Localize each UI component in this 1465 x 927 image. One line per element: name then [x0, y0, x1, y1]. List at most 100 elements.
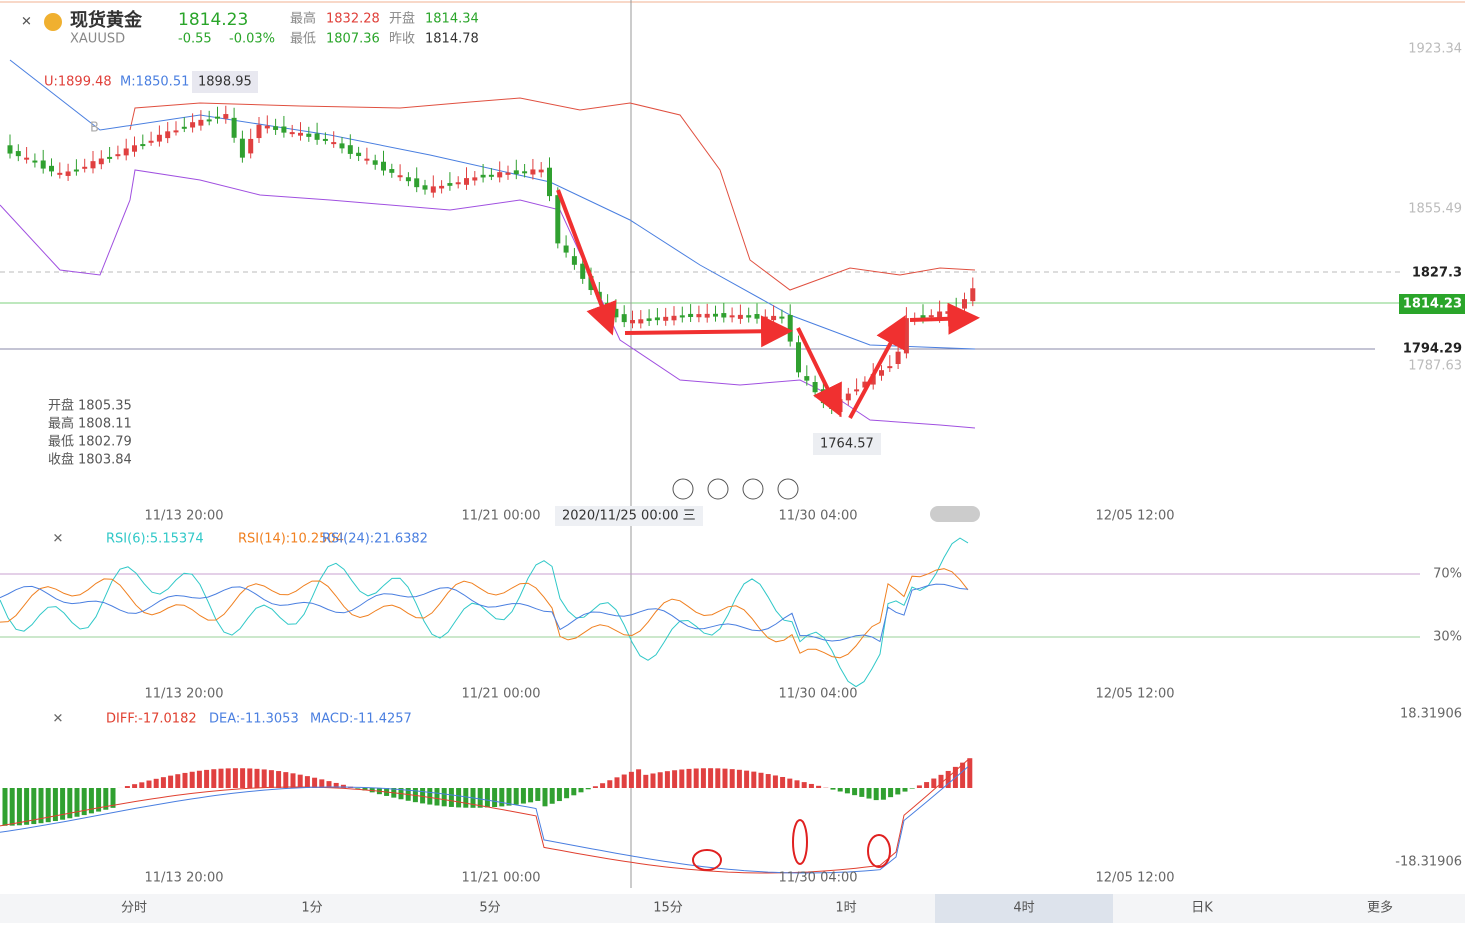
candle [696, 314, 701, 317]
candle [962, 299, 967, 308]
candle [16, 151, 21, 156]
candle [530, 169, 535, 174]
macd-panel [0, 758, 972, 873]
candle [215, 117, 220, 119]
candle [945, 311, 950, 314]
candle [788, 315, 793, 342]
zoom-in[interactable] [778, 479, 798, 499]
candle [389, 169, 394, 173]
symbol-name[interactable]: 现货黄金 [70, 9, 143, 31]
circle [793, 820, 807, 864]
macd-bar [917, 785, 922, 788]
candle [970, 288, 975, 301]
candle [464, 178, 469, 185]
candle [348, 145, 353, 154]
macd-bar [586, 788, 591, 789]
candle [854, 389, 859, 391]
candle [207, 119, 212, 121]
macd-bar [528, 788, 533, 802]
close-icon[interactable]: ✕ [53, 712, 64, 727]
macd-bar [31, 788, 36, 824]
candle [406, 177, 411, 181]
macd-bar [802, 782, 807, 788]
macd-line [0, 767, 968, 873]
candle [572, 256, 577, 265]
circle [868, 835, 890, 867]
candle [763, 317, 768, 319]
macd-bar [463, 788, 468, 808]
macd-bar [168, 776, 173, 788]
macd-bar [910, 788, 915, 789]
macd-bar [838, 788, 843, 792]
tab[interactable]: 1分 [301, 901, 322, 916]
zoom-out[interactable] [673, 479, 693, 499]
price-axis-label: 1794.29 [1403, 342, 1462, 357]
candle [439, 186, 444, 189]
tab[interactable]: 更多 [1367, 900, 1393, 916]
macd-bar [305, 776, 310, 788]
macd-bar [269, 770, 274, 788]
scroll-handle[interactable] [930, 506, 980, 522]
candle [771, 316, 776, 320]
arrow [798, 328, 838, 410]
tab[interactable]: 4时 [1013, 901, 1034, 916]
candle [398, 175, 403, 177]
close-icon[interactable]: ✕ [21, 15, 32, 30]
time-axis-label: 11/30 04:00 [778, 687, 857, 702]
candle [174, 130, 179, 132]
macd-bar [593, 786, 598, 788]
tab[interactable]: 分时 [121, 901, 147, 916]
macd-bar [708, 768, 713, 788]
candle [381, 162, 386, 171]
tab[interactable]: 日K [1191, 901, 1213, 916]
macd-bar [312, 778, 317, 788]
candle [638, 319, 643, 323]
label: 开盘 [389, 11, 415, 27]
macd-bar [298, 775, 303, 788]
macd-bar [161, 777, 166, 788]
tab[interactable]: 1时 [835, 901, 856, 916]
ohlc-label: 最低 [48, 435, 74, 450]
candle [57, 173, 62, 175]
candle [738, 315, 743, 319]
candle [456, 182, 461, 184]
time-axis-label: 11/30 04:00 [778, 509, 857, 524]
macd-bar [931, 779, 936, 788]
macd-bar [629, 772, 634, 788]
time-axis-label: 11/13 20:00 [144, 687, 223, 702]
macd-label: DIFF:-17.0182 [106, 712, 197, 727]
macd-bar [895, 788, 900, 794]
candle [198, 120, 203, 126]
time-axis-label: 11/21 00:00 [461, 687, 540, 702]
macd-bar [694, 768, 699, 788]
macd-bar [456, 788, 461, 807]
candle [721, 313, 726, 317]
tab-bar [0, 894, 1465, 923]
candle [91, 161, 96, 168]
macd-bar [514, 788, 519, 805]
macd-bar [723, 769, 728, 788]
next[interactable] [743, 479, 763, 499]
candle [647, 318, 652, 321]
time-axis-label: 11/13 20:00 [144, 871, 223, 886]
close-icon[interactable]: ✕ [53, 532, 64, 547]
prev[interactable] [708, 479, 728, 499]
rsi-label: RSI(24):21.6382 [322, 532, 428, 547]
macd-bar [809, 784, 814, 788]
tab[interactable]: 15分 [653, 901, 683, 916]
macd-bar [967, 758, 972, 788]
arrow [558, 190, 610, 328]
candle [124, 148, 129, 155]
candle [630, 320, 635, 323]
tab[interactable]: 5分 [479, 901, 500, 916]
macd-bar [903, 788, 908, 792]
candle [8, 145, 13, 153]
candle [99, 159, 104, 165]
macd-bar [226, 768, 231, 788]
candle [356, 153, 361, 156]
candle [315, 134, 320, 140]
macd-bar [139, 782, 144, 788]
macd-bar [262, 769, 267, 788]
macd-bar [492, 788, 497, 807]
macd-bar [550, 788, 555, 804]
